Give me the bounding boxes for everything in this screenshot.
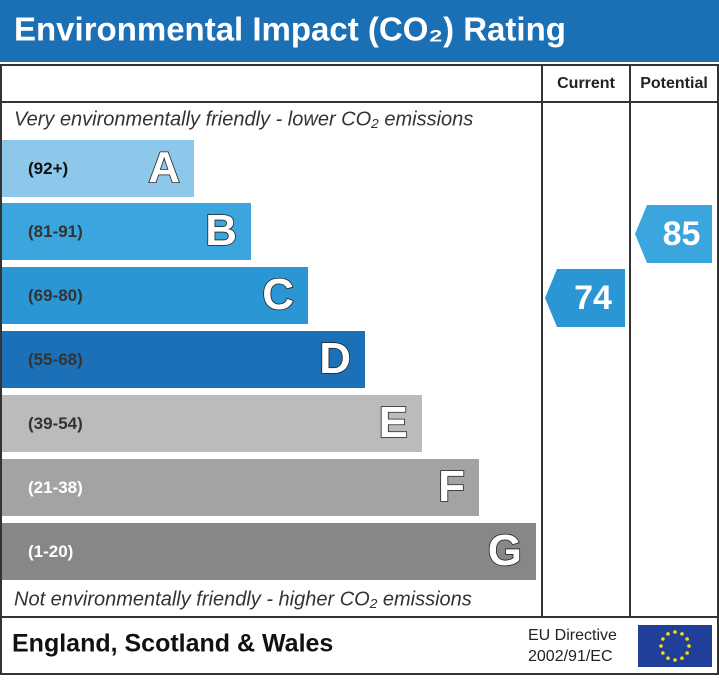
bottom-note: Not environmentally friendly - higher CO… xyxy=(14,588,472,610)
band-range: (92+) xyxy=(28,159,68,178)
band-bar xyxy=(2,267,308,324)
frame xyxy=(0,64,719,675)
band-range: (69-80) xyxy=(28,286,83,305)
band-letter: G xyxy=(488,526,522,575)
rating-value: 85 xyxy=(663,215,701,253)
top-note: Very environmentally friendly - lower CO… xyxy=(14,108,473,130)
title-bar xyxy=(0,0,719,62)
band-letter: F xyxy=(438,462,465,511)
directive-line: EU Directive xyxy=(528,627,617,644)
rating-value: 74 xyxy=(574,279,612,317)
band-letter: D xyxy=(319,334,351,383)
band-letter: C xyxy=(262,270,294,319)
flag-star xyxy=(680,656,684,660)
current-header: Current xyxy=(557,75,615,92)
flag-star xyxy=(673,658,677,662)
band-range: (1-20) xyxy=(28,542,73,561)
band-bar xyxy=(2,331,365,388)
band-bar xyxy=(2,523,536,580)
band-bar xyxy=(2,459,479,516)
flag-star xyxy=(685,651,689,655)
flag-star xyxy=(661,637,665,641)
title: Environmental Impact (CO₂) Rating xyxy=(14,11,566,48)
band-range: (39-54) xyxy=(28,414,83,433)
flag-star xyxy=(659,644,663,648)
band-range: (81-91) xyxy=(28,222,83,241)
eu-flag xyxy=(638,625,712,667)
flag-star xyxy=(666,656,670,660)
flag-star xyxy=(666,632,670,636)
band-bar xyxy=(2,395,422,452)
flag-star xyxy=(680,632,684,636)
band-letter: E xyxy=(379,398,408,447)
flag-star xyxy=(673,630,677,634)
band-range: (55-68) xyxy=(28,350,83,369)
region: England, Scotland & Wales xyxy=(12,630,333,658)
band-bar xyxy=(2,203,251,260)
band-letter: A xyxy=(148,143,180,192)
potential-header: Potential xyxy=(640,75,708,92)
directive-line: 2002/91/EC xyxy=(528,648,613,665)
rating-arrow xyxy=(545,269,625,327)
band-bar xyxy=(2,140,194,197)
band-letter: B xyxy=(205,206,237,255)
flag-star xyxy=(661,651,665,655)
band-range: (21-38) xyxy=(28,478,83,497)
flag-star xyxy=(685,637,689,641)
flag-star xyxy=(687,644,691,648)
rating-arrow xyxy=(635,205,712,263)
